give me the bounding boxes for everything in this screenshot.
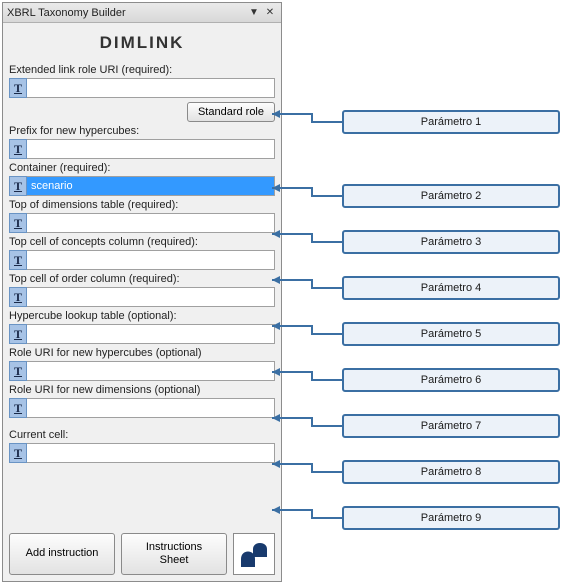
field-label: Role URI for new dimensions (optional)	[9, 384, 275, 396]
bottom-bar: Add instruction InstructionsSheet	[3, 528, 281, 581]
field-label: Top of dimensions table (required):	[9, 199, 275, 211]
text-ref-icon[interactable]: T	[9, 324, 27, 344]
field-label: Top cell of order column (required):	[9, 273, 275, 285]
field-row: T	[9, 250, 275, 270]
workspace: XBRL Taxonomy Builder ▼ ✕ DIMLINK Extend…	[2, 2, 564, 582]
logo-icon	[233, 533, 275, 575]
field-row: T	[9, 361, 275, 381]
window-title: XBRL Taxonomy Builder	[7, 7, 245, 19]
callout-7: Parámetro 7	[342, 414, 560, 438]
text-ref-icon[interactable]: T	[9, 139, 27, 159]
text-ref-icon[interactable]: T	[9, 398, 27, 418]
main-title: DIMLINK	[3, 23, 281, 59]
taxonomy-builder-panel: XBRL Taxonomy Builder ▼ ✕ DIMLINK Extend…	[2, 2, 282, 582]
field-label: Hypercube lookup table (optional):	[9, 310, 275, 322]
titlebar: XBRL Taxonomy Builder ▼ ✕	[3, 3, 281, 23]
callout-5: Parámetro 5	[342, 322, 560, 346]
field-input-5[interactable]	[27, 287, 275, 307]
field-input-3[interactable]	[27, 213, 275, 233]
add-instruction-button[interactable]: Add instruction	[9, 533, 115, 575]
current-cell-label: Current cell:	[9, 429, 275, 441]
field-input-7[interactable]	[27, 361, 275, 381]
field-input-2[interactable]	[27, 176, 275, 196]
field-row: T	[9, 139, 275, 159]
callout-8: Parámetro 8	[342, 460, 560, 484]
callout-3: Parámetro 3	[342, 230, 560, 254]
callout-2: Parámetro 2	[342, 184, 560, 208]
field-input-6[interactable]	[27, 324, 275, 344]
field-input-0[interactable]	[27, 78, 275, 98]
field-input-8[interactable]	[27, 398, 275, 418]
close-icon[interactable]: ✕	[263, 6, 277, 20]
standard-role-button[interactable]: Standard role	[187, 102, 275, 122]
callout-6: Parámetro 6	[342, 368, 560, 392]
text-ref-icon[interactable]: T	[9, 287, 27, 307]
field-row: T	[9, 287, 275, 307]
field-label: Container (required):	[9, 162, 275, 174]
callout-4: Parámetro 4	[342, 276, 560, 300]
current-cell-row: T	[9, 443, 275, 463]
text-ref-icon[interactable]: T	[9, 213, 27, 233]
field-row: T	[9, 176, 275, 196]
panel-content: Extended link role URI (required): T Stand…	[3, 59, 281, 528]
text-ref-icon[interactable]: T	[9, 361, 27, 381]
dropdown-icon[interactable]: ▼	[247, 6, 261, 20]
text-ref-icon[interactable]: T	[9, 250, 27, 270]
field-label: Prefix for new hypercubes:	[9, 125, 275, 137]
current-cell-input[interactable]	[27, 443, 275, 463]
field-row: T	[9, 213, 275, 233]
field-label: Extended link role URI (required):	[9, 64, 275, 76]
text-ref-icon[interactable]: T	[9, 78, 27, 98]
callout-9: Parámetro 9	[342, 506, 560, 530]
text-ref-icon[interactable]: T	[9, 443, 27, 463]
field-row: T	[9, 324, 275, 344]
field-row: T	[9, 398, 275, 418]
field-input-4[interactable]	[27, 250, 275, 270]
field-label: Top cell of concepts column (required):	[9, 236, 275, 248]
field-row: T	[9, 78, 275, 98]
callout-1: Parámetro 1	[342, 110, 560, 134]
field-label: Role URI for new hypercubes (optional)	[9, 347, 275, 359]
text-ref-icon[interactable]: T	[9, 176, 27, 196]
instructions-sheet-button[interactable]: InstructionsSheet	[121, 533, 227, 575]
field-input-1[interactable]	[27, 139, 275, 159]
